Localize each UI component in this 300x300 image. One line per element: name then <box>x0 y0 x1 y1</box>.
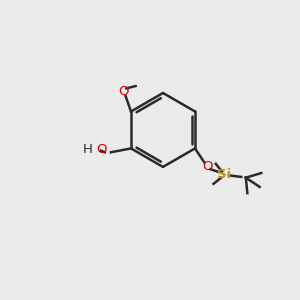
Text: O: O <box>118 85 128 98</box>
Text: Si: Si <box>217 168 231 181</box>
Text: O: O <box>202 160 213 173</box>
Text: O: O <box>96 143 107 157</box>
Text: H: H <box>82 143 92 157</box>
